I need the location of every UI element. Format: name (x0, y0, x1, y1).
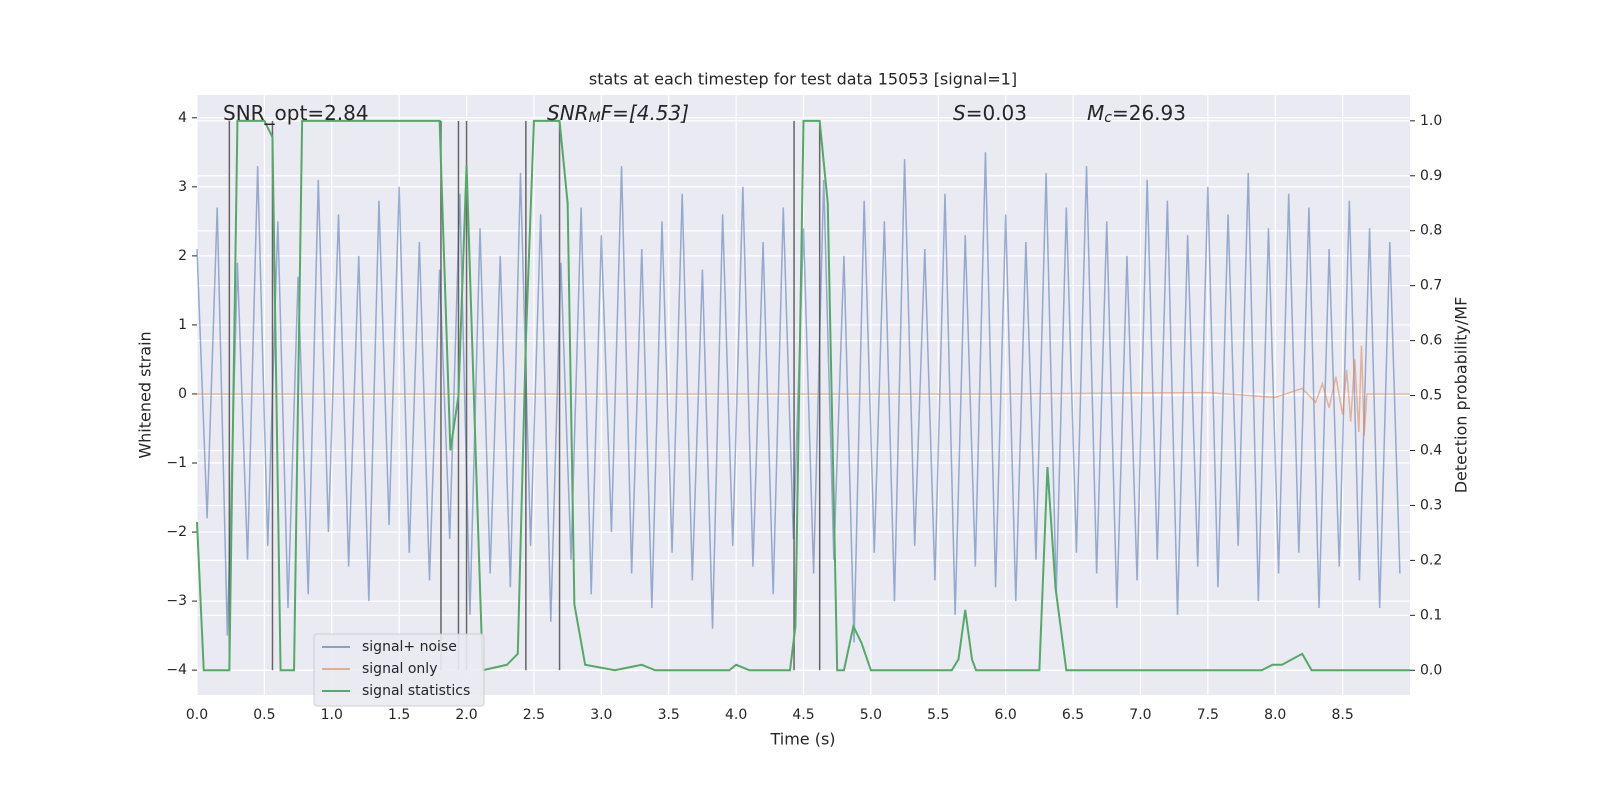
x-tick-label: 6.0 (995, 707, 1017, 723)
y2-tick-label: 0.9 (1420, 168, 1442, 184)
legend-box (313, 633, 485, 707)
legend-label: signal only (362, 661, 437, 677)
y2-tick-label: 0.3 (1420, 497, 1442, 513)
legend-label: signal+ noise (362, 639, 457, 655)
x-tick-label: 2.0 (455, 707, 477, 723)
y-tick-label: −1 (166, 455, 187, 471)
y2-tick-label: 0.8 (1420, 223, 1442, 239)
x-tick-label: 5.0 (860, 707, 882, 723)
annotation: Mc=26.93 (1087, 101, 1186, 126)
legend-label: signal statistics (362, 683, 470, 699)
y2-tick-label: 0.5 (1420, 388, 1442, 404)
x-tick-label: 2.5 (523, 707, 545, 723)
y-tick-label: −2 (166, 524, 187, 540)
annotation-text: SNR_opt=2.84 (223, 101, 369, 125)
x-tick-label: 3.5 (658, 707, 680, 723)
annotation: SNR_opt=2.84 (223, 101, 369, 125)
x-tick-label: 6.5 (1062, 707, 1084, 723)
annotation: SNRMF=[4.53] (547, 101, 689, 126)
series-line (197, 345, 1410, 436)
x-tick-label: 5.5 (927, 707, 949, 723)
x-tick-label: 1.0 (321, 707, 343, 723)
annotation-sub: M (589, 110, 601, 126)
y-axis-label: Whitened strain (136, 331, 155, 458)
x-tick-label: 4.0 (725, 707, 747, 723)
y2-tick-label: 0.6 (1420, 333, 1442, 349)
y-tick-label: 4 (178, 110, 187, 126)
x-tick-label: 7.5 (1197, 707, 1219, 723)
annotation-text: S (953, 101, 966, 125)
y2-tick-label: 0.1 (1420, 607, 1442, 623)
x-tick-label: 0.0 (186, 707, 208, 723)
y2-tick-label: 1.0 (1420, 113, 1442, 129)
annotation-after: =26.93 (1112, 101, 1186, 125)
x-axis-label: Time (s) (769, 730, 835, 749)
series-line (196, 119, 1410, 672)
y-tick-label: 0 (178, 386, 187, 402)
y-tick-label: 2 (178, 248, 187, 264)
y2-tick-label: 0.7 (1420, 278, 1442, 294)
x-tick-label: 7.0 (1129, 707, 1151, 723)
y2-tick-label: 0.4 (1420, 442, 1442, 458)
y-tick-label: −3 (166, 593, 187, 609)
annotation: S=0.03 (953, 101, 1027, 125)
x-tick-label: 0.5 (253, 707, 275, 723)
annotation-after: =0.03 (966, 101, 1027, 125)
x-tick-label: 8.0 (1264, 707, 1286, 723)
annotation-text: M (1087, 101, 1104, 125)
annotation-sub: c (1104, 110, 1112, 126)
x-tick-label: 4.5 (792, 707, 814, 723)
y2-tick-label: 0.2 (1420, 552, 1442, 568)
annotation-text: SNR (547, 101, 589, 125)
chart-title: stats at each timestep for test data 150… (589, 70, 1017, 89)
x-tick-label: 8.5 (1331, 707, 1353, 723)
x-tick-label: 1.5 (388, 707, 410, 723)
y-tick-label: −4 (166, 662, 187, 678)
y-tick-label: 1 (178, 317, 187, 333)
annotation-after: F=[4.53] (601, 101, 689, 125)
y2-tick-label: 0.0 (1420, 662, 1442, 678)
y2-axis-label: Detection probability/MF (1452, 297, 1471, 494)
y-tick-label: 3 (178, 179, 187, 195)
x-tick-label: 3.0 (590, 707, 612, 723)
